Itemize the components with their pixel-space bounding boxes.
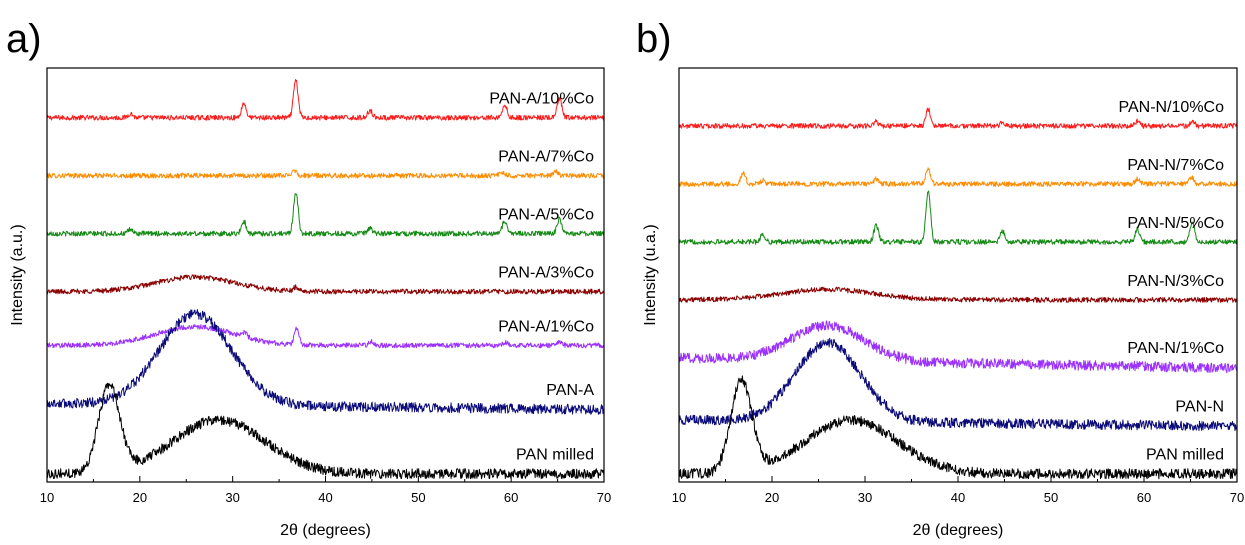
panel-letter: a) <box>6 17 42 61</box>
series-label: PAN-A/3%Co <box>498 265 594 282</box>
x-axis: 10 20 30 40 50 60 70 <box>40 476 611 505</box>
trace-pan-milled <box>678 375 1238 480</box>
series-label: PAN-N/7%Co <box>1127 157 1224 174</box>
traces <box>678 107 1238 480</box>
x-tick-label: 60 <box>504 490 518 505</box>
x-tick-label: 20 <box>133 490 147 505</box>
panel-b: b) PAN-N/10%Co PAN-N/7%Co PAN-N/5%Co PAN-N/3… <box>636 17 1244 539</box>
series-label: PAN-A <box>546 382 594 399</box>
series-label: PAN milled <box>516 447 594 464</box>
x-tick-label: 10 <box>672 490 686 505</box>
trace-pan-a-7-co <box>46 169 605 179</box>
trace-pan-n <box>678 337 1238 432</box>
trace-pan-a-10-co <box>46 79 605 121</box>
series-label: PAN-A/1%Co <box>498 318 594 335</box>
x-tick-label: 30 <box>225 490 239 505</box>
y-axis-label: Intensity (a.u.) <box>9 224 26 325</box>
trace-pan-n-3-co <box>678 286 1238 303</box>
trace-pan-a-1-co <box>46 324 605 349</box>
series-labels: PAN-N/10%Co PAN-N/7%Co PAN-N/5%Co PAN-N/3%C… <box>1118 99 1224 464</box>
x-tick-label: 50 <box>1044 490 1058 505</box>
y-axis-label: Intensity (u.a.) <box>642 224 659 325</box>
x-tick-label: 20 <box>765 490 779 505</box>
x-tick-label: 40 <box>951 490 965 505</box>
panel-a: a) PAN-A/10%Co PAN-A/7%Co PAN-A/5%Co PAN-A/3… <box>6 17 611 539</box>
series-label: PAN-N/1%Co <box>1127 340 1224 357</box>
trace-pan-n-10-co <box>678 107 1238 129</box>
x-tick-label: 70 <box>1230 490 1244 505</box>
trace-pan-milled <box>46 382 605 480</box>
x-axis-label: 2θ (degrees) <box>280 522 371 539</box>
x-tick-label: 40 <box>318 490 332 505</box>
x-tick-label: 50 <box>411 490 425 505</box>
x-tick-label: 10 <box>40 490 54 505</box>
series-labels: PAN-A/10%Co PAN-A/7%Co PAN-A/5%Co PAN-A/3%C… <box>489 91 594 464</box>
series-label: PAN-A/5%Co <box>498 207 594 224</box>
x-axis-label: 2θ (degrees) <box>913 522 1004 539</box>
x-axis: 10 20 30 40 50 60 70 <box>672 476 1244 505</box>
x-tick-label: 70 <box>597 490 611 505</box>
series-label: PAN-N/3%Co <box>1127 273 1224 290</box>
trace-pan-a-5-co <box>46 193 605 237</box>
trace-pan-n-1-co <box>678 320 1238 374</box>
series-label: PAN-N <box>1175 398 1224 415</box>
series-label: PAN milled <box>1146 447 1224 464</box>
trace-pan-n-7-co <box>678 167 1238 187</box>
trace-pan-a <box>46 309 605 415</box>
x-tick-label: 30 <box>858 490 872 505</box>
trace-pan-n-5-co <box>678 190 1238 245</box>
x-tick-label: 60 <box>1137 490 1151 505</box>
series-label: PAN-N/10%Co <box>1118 99 1224 116</box>
series-label: PAN-A/7%Co <box>498 149 594 166</box>
series-label: PAN-N/5%Co <box>1127 215 1224 232</box>
series-label: PAN-A/10%Co <box>489 91 594 108</box>
traces <box>46 79 605 480</box>
panel-letter: b) <box>636 17 672 61</box>
trace-pan-a-3-co <box>46 274 605 295</box>
